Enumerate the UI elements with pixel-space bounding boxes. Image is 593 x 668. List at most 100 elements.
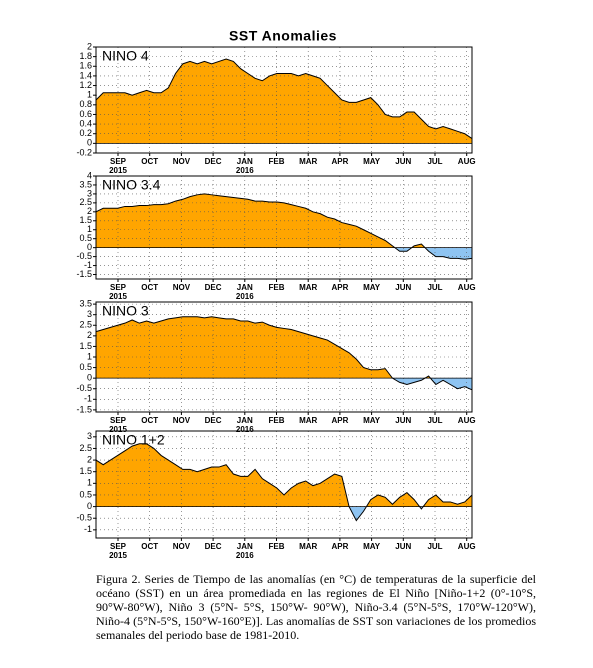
x-tick-label: JAN [237,283,253,292]
x-tick-label: AUG [458,157,476,166]
plot-frame [95,175,473,280]
x-tick-label: SEP [110,542,127,551]
plot-frame [95,46,473,154]
x-tick-label: APR [331,416,348,425]
y-tick-label: 0.5 [79,233,92,243]
panel-label: NINO 4 [102,48,149,64]
y-tick-label: 2 [87,206,92,216]
y-tick-label: 2 [87,454,92,464]
x-tick-label: AUG [458,542,476,551]
x-year-label: 2016 [236,292,254,301]
y-tick-label: 3.5 [79,179,92,189]
y-tick-label: -1.5 [76,404,92,414]
x-tick-label: AUG [458,283,476,292]
x-tick-label: OCT [141,283,158,292]
panel-label: NINO 1+2 [102,432,165,448]
x-tick-label: JUN [395,542,411,551]
y-tick-label: 2.5 [79,443,92,453]
y-tick-label: 1 [87,90,92,100]
x-tick-label: MAY [363,283,381,292]
y-tick-label: 1.8 [79,51,92,61]
y-tick-label: 0.6 [79,109,92,119]
y-tick-label: 4 [87,170,92,180]
x-tick-label: NOV [173,416,191,425]
y-tick-label: 2.5 [79,197,92,207]
y-tick-label: 0 [87,373,92,383]
y-tick-label: -1 [84,394,92,404]
line [95,58,473,139]
x-tick-label: JAN [237,542,253,551]
y-tick-label: 1.5 [79,466,92,476]
x-year-label: 2015 [109,292,127,301]
y-tick-label: 0 [87,138,92,148]
y-tick-label: 2 [87,41,92,51]
x-year-label: 2015 [109,166,127,175]
x-tick-label: JAN [237,416,253,425]
area-positive [96,193,472,248]
y-tick-label: 2 [87,330,92,340]
panel-label: NINO 3 [102,303,149,319]
x-tick-label: MAR [299,542,317,551]
figure: SST Anomalies -0.200.20.40.60.811.21.41.… [76,28,476,560]
x-tick-label: JUN [395,157,411,166]
x-tick-label: JUL [427,542,442,551]
plot-frame [95,430,473,539]
x-year-label: 2016 [236,166,254,175]
x-tick-label: DEC [205,283,222,292]
y-tick-label: 1.2 [79,80,92,90]
x-tick-label: APR [331,157,348,166]
x-tick-label: JUL [427,157,442,166]
x-tick-label: JUN [395,416,411,425]
x-tick-label: MAY [363,542,381,551]
y-tick-label: -0.5 [76,383,92,393]
figure-title: SST Anomalies [229,28,337,44]
x-year-label: 2015 [109,425,127,434]
x-tick-label: NOV [173,157,191,166]
y-tick-label: 1.4 [79,70,92,80]
x-tick-label: JUL [427,283,442,292]
x-tick-label: OCT [141,416,158,425]
x-tick-label: MAY [363,416,381,425]
x-tick-label: SEP [110,416,127,425]
line [95,316,473,391]
y-tick-label: -0.2 [76,147,92,157]
x-tick-label: FEB [269,542,285,551]
area-positive [96,443,472,507]
x-tick-label: DEC [205,416,222,425]
y-tick-label: -0.5 [76,251,92,261]
y-tick-label: 0.4 [79,118,92,128]
x-tick-label: NOV [173,542,191,551]
x-tick-label: APR [331,283,348,292]
y-tick-label: 1 [87,351,92,361]
y-tick-label: 1 [87,224,92,234]
x-tick-label: NOV [173,283,191,292]
y-tick-label: -1 [84,260,92,270]
y-tick-label: 1.5 [79,341,92,351]
x-tick-label: APR [331,542,348,551]
x-year-label: 2016 [236,425,254,434]
x-tick-label: FEB [269,416,285,425]
y-tick-label: 3 [87,188,92,198]
panel-label: NINO 3.4 [102,177,161,193]
x-tick-label: SEP [110,283,127,292]
y-tick-label: 0.2 [79,128,92,138]
y-tick-label: 0.8 [79,99,92,109]
y-tick-label: -1.5 [76,269,92,279]
y-tick-label: 0.5 [79,489,92,499]
y-tick-label: 1.6 [79,61,92,71]
x-tick-label: MAR [299,157,317,166]
y-tick-label: 2.5 [79,320,92,330]
x-tick-label: DEC [205,157,222,166]
y-tick-label: 0 [87,242,92,252]
x-year-label: 2015 [109,551,127,560]
caption: Figura 2. Series de Tiempo de las anomal… [96,572,536,642]
y-tick-label: -1 [84,524,92,534]
x-tick-label: DEC [205,542,222,551]
x-tick-label: FEB [269,157,285,166]
x-tick-label: FEB [269,283,285,292]
x-tick-label: OCT [141,542,158,551]
x-tick-label: JUN [395,283,411,292]
x-year-label: 2016 [236,551,254,560]
y-tick-label: 3 [87,309,92,319]
